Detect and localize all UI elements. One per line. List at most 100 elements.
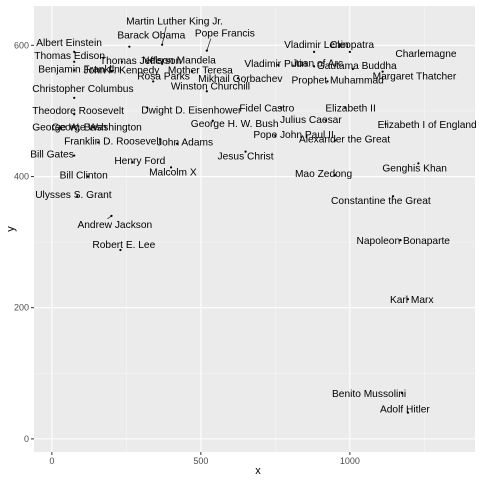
point-vladimir-putin	[277, 63, 280, 67]
x-tick-label: 500	[193, 456, 208, 466]
label-elizabeth-ii: Elizabeth II	[325, 104, 375, 115]
point-prophet-muhammad	[326, 80, 329, 83]
point-winston-churchill	[205, 90, 208, 93]
x-tick-label: 0	[49, 456, 54, 466]
point-theodore-roosevelt	[73, 113, 76, 116]
leader-pope-francis	[206, 38, 212, 51]
point-robert-e-lee	[119, 248, 122, 252]
label-george-washington: George Washington	[52, 122, 142, 133]
point-malcolm-x	[169, 166, 173, 169]
point-vladimir-lenin	[312, 50, 316, 54]
x-tick-label: 1000	[340, 456, 360, 466]
point-john-f-kennedy	[110, 70, 113, 73]
label-barack-obama: Barack Obama	[117, 31, 185, 42]
label-andrew-jackson: Andrew Jackson	[77, 220, 152, 231]
point-john-adams	[175, 142, 179, 145]
x-axis-title: x	[255, 465, 261, 477]
label-theodore-roosevelt: Theodore Roosevelt	[32, 106, 124, 117]
label-alexander-the-great: Alexander the Great	[299, 134, 390, 145]
point-joan-of-arc	[312, 65, 316, 68]
point-george-washington	[92, 126, 95, 129]
grid	[34, 6, 475, 452]
label-benito-mussolini: Benito Mussolini	[332, 389, 406, 400]
label-martin-luther-king-jr: Martin Luther King Jr.	[126, 17, 223, 28]
label-rosa-parks: Rosa Parks	[137, 71, 190, 82]
point-pope-francis	[205, 49, 208, 52]
point-christopher-columbus	[73, 96, 76, 99]
point-margaret-thatcher	[381, 70, 384, 73]
data-labels: Martin Luther King Jr. Barack Obama Pope F…	[30, 17, 477, 416]
label-franklin-d-roosevelt: Franklin D. Roosevelt	[64, 136, 162, 147]
label-pope-francis: Pope Francis	[195, 29, 255, 40]
point-napoleon-bonaparte	[399, 239, 402, 242]
point-mother-teresa	[190, 70, 194, 73]
label-christopher-columbus: Christopher Columbus	[32, 84, 133, 95]
point-andrew-jackson	[110, 214, 113, 217]
label-mother-teresa: Mother Teresa	[168, 66, 233, 77]
point-adolf-hitler	[406, 411, 410, 414]
point-albert-einstein	[73, 50, 76, 54]
point-george-w-bush	[73, 126, 76, 129]
point-thomas-jefferson	[120, 60, 124, 63]
point-thomas-edison	[73, 60, 76, 63]
leader-martin-luther-king-jr	[161, 26, 167, 45]
label-constantine-the-great: Constantine the Great	[331, 196, 431, 207]
label-john-f-kennedy: John F. Kennedy	[83, 66, 160, 77]
y-axis-title: y	[5, 226, 17, 232]
label-karl-marx: Karl Marx	[390, 295, 434, 306]
point-ulysses-s-grant	[76, 195, 79, 198]
label-adolf-hitler: Adolf Hitler	[380, 405, 430, 416]
point-nelson-mandela	[161, 62, 164, 65]
label-ulysses-s-grant: Ulysses S. Grant	[35, 190, 112, 201]
point-bill-gates	[73, 154, 76, 157]
point-benito-mussolini	[400, 391, 404, 395]
label-winston-churchill: Winston Churchill	[171, 81, 250, 92]
point-mao-zedong	[333, 174, 337, 177]
point-cleopatra	[348, 50, 351, 54]
point-mikhail-gorbachev	[237, 77, 240, 80]
label-john-adams: John Adams	[157, 138, 213, 149]
point-fidel-castro	[280, 106, 283, 109]
label-vladimir-putin: Vladimir Putin	[244, 59, 307, 70]
point-julius-caesar	[324, 119, 328, 122]
label-henry-ford: Henry Ford	[114, 156, 165, 167]
label-joan-of-arc: Joan of Arc	[292, 58, 343, 69]
point-jesus-christ	[244, 150, 247, 153]
point-gautama-buddha	[351, 67, 354, 71]
label-gautama-buddha: Gautama Buddha	[317, 61, 397, 72]
label-elizabeth-i-of-england: Elizabeth I of England	[378, 120, 477, 131]
label-mao-zedong: Mao Zedong	[295, 169, 353, 180]
point-benjamin-franklin	[73, 69, 76, 72]
label-albert-einstein: Albert Einstein	[36, 38, 102, 49]
label-vladimir-lenin: Vladimir Lenin	[284, 40, 349, 51]
label-fidel-castro: Fidel Castro	[239, 104, 294, 115]
y-tick-label: 600	[14, 40, 29, 50]
label-pope-john-paul-ii: Pope John Paul II	[253, 130, 333, 141]
label-charlemagne: Charlemagne	[395, 49, 456, 60]
label-mikhail-gorbachev: Mikhail Gorbachev	[198, 74, 283, 85]
point-karl-marx	[406, 298, 410, 301]
point-henry-ford	[131, 161, 134, 164]
point-constantine-the-great	[391, 195, 395, 198]
label-nelson-mandela: Nelson Mandela	[142, 56, 216, 67]
y-tick-label: 400	[14, 172, 29, 182]
label-malcolm-x: Malcolm X	[149, 167, 197, 178]
point-franklin-d-roosevelt	[96, 141, 100, 144]
label-benjamin-franklin: Benjamin Franklin	[38, 64, 120, 75]
point-elizabeth-ii	[344, 106, 347, 109]
point-dwight-d-eisenhower	[146, 106, 149, 109]
data-points	[73, 43, 423, 414]
point-alexander-the-great	[333, 139, 337, 142]
point-barack-obama	[128, 45, 131, 48]
label-thomas-jefferson: Thomas Jefferson	[100, 56, 181, 67]
axis-ticks: 0 500 1000 0 200 400 600	[14, 40, 360, 466]
label-dwight-d-eisenhower: Dwight D. Eisenhower	[141, 106, 242, 117]
label-george-h-w-bush: George H. W. Bush	[191, 119, 279, 130]
y-tick-label: 200	[14, 303, 29, 313]
label-prophet-muhammad: Prophet Muhammad	[292, 75, 385, 86]
label-napoleon-bonaparte: Napoleon Bonaparte	[357, 236, 451, 247]
point-elizabeth-i-of-england	[384, 122, 387, 126]
label-bill-clinton: Bill Clinton	[60, 171, 108, 182]
label-genghis-khan: Genghis Khan	[382, 163, 447, 174]
label-robert-e-lee: Robert E. Lee	[92, 240, 155, 251]
